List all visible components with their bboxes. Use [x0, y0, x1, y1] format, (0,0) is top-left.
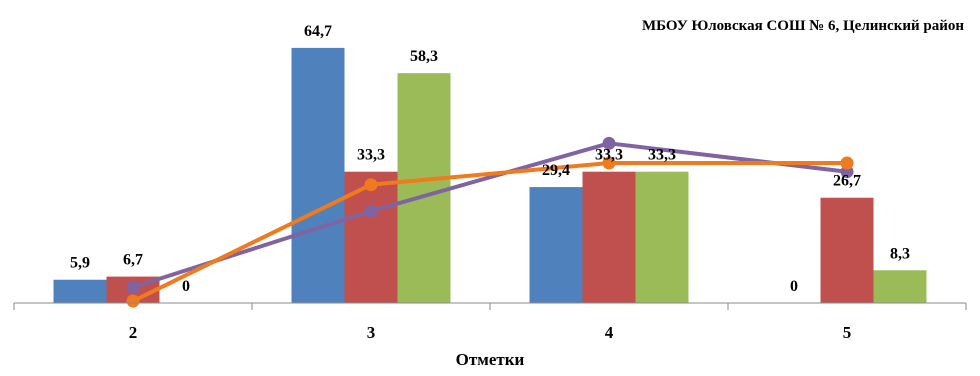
bars-group [53, 47, 927, 304]
bar-s2-5 [820, 197, 874, 303]
data-label-s3-2: 0 [182, 278, 190, 295]
line-2-point-3 [364, 178, 378, 192]
data-label-s3-4: 33,3 [648, 147, 676, 164]
data-label-s3-3: 58,3 [410, 48, 438, 65]
line-1-point-2 [126, 280, 140, 294]
bar-s3-3 [397, 73, 451, 303]
bar-s2-4 [582, 171, 636, 303]
line-2-point-5 [840, 156, 854, 170]
data-label-s1-3: 64,7 [304, 23, 332, 40]
lines-group [126, 136, 854, 308]
x-tick-label-3: 3 [367, 323, 376, 342]
data-label-s1-2: 5,9 [70, 255, 90, 272]
bar-s3-5 [873, 270, 927, 303]
x-ticks-group: 2 3 4 5 [13, 303, 967, 342]
data-label-s2-5: 26,7 [833, 173, 861, 190]
line-2-point-2 [126, 294, 140, 308]
line-series-1 [132, 141, 848, 290]
line-1-point-4 [602, 136, 616, 150]
bar-s2-3 [344, 171, 398, 303]
data-label-s1-5: 0 [790, 278, 798, 295]
bar-s3-4 [635, 171, 689, 303]
chart-title: МБОУ Юловская СОШ № 6, Целинский район [642, 18, 964, 34]
line-series-2 [132, 161, 847, 303]
data-label-s2-3: 33,3 [357, 147, 385, 164]
bar-s1-3 [291, 47, 345, 304]
bar-s1-2 [53, 279, 107, 303]
x-axis-label: Отметки [456, 350, 525, 369]
data-label-s1-4: 29,4 [542, 162, 570, 179]
data-label-s2-4: 33,3 [595, 147, 623, 164]
data-label-s3-5: 8,3 [890, 245, 910, 262]
data-label-s2-2: 6,7 [123, 252, 143, 269]
line-1-point-3 [364, 204, 378, 218]
data-labels-group: 5,9 64,7 29,4 0 6,7 33,3 33,3 26,7 0 58,3 33,3 8,3 [70, 23, 910, 295]
x-tick-label-5: 5 [843, 323, 852, 342]
bar-s1-4 [529, 187, 583, 303]
x-tick-label-2: 2 [129, 323, 138, 342]
x-tick-label-4: 4 [605, 323, 614, 342]
line-2-point-4 [602, 156, 616, 170]
